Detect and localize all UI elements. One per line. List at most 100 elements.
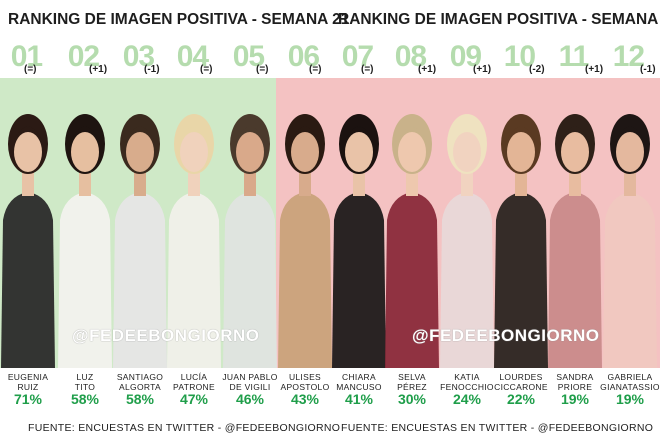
contestant-11: 11 (+1) SANDRA PRIORE 19%	[545, 0, 605, 446]
name-line-2: PRIORE	[557, 382, 593, 392]
rank-number: 04	[176, 40, 209, 73]
approval-percentage: 41%	[344, 391, 374, 407]
contestant-04: 04 (=) LUCÍA PATRONE 47%	[164, 0, 224, 446]
watermark-left: @FEDEEBONGIORNO	[72, 326, 260, 345]
name-line-1: LUZ	[76, 372, 94, 382]
contestant-12: 12 (-1) GABRIELA GIANATASSIO 19%	[600, 0, 660, 446]
rank-number: 10	[503, 40, 536, 73]
contestant-name: LUCÍA PATRONE	[162, 372, 226, 392]
rank-change: (=)	[24, 64, 37, 75]
contestant-name: EUGENIA RUIZ	[0, 372, 60, 392]
contestant-portrait	[436, 100, 498, 368]
contestant-name: ULISES APOSTOLO	[273, 372, 337, 392]
contestant-name: KATIA FENOCCHIO	[435, 372, 499, 392]
approval-percentage: 58%	[125, 391, 155, 407]
rank-change: (-2)	[529, 64, 545, 75]
name-line-2: RUIZ	[17, 382, 39, 392]
rank-number: 12	[612, 40, 645, 73]
approval-percentage: 30%	[397, 391, 427, 407]
contestant-name: GABRIELA GIANATASSIO	[598, 372, 660, 392]
rank-change: (+1)	[418, 64, 437, 75]
rank-change: (+1)	[89, 64, 108, 75]
contestant-05: 05 (=) JUAN PABLO DE VIGILI 46%	[220, 0, 280, 446]
contestant-02: 02 (+1) LUZ TITO 58%	[55, 0, 115, 446]
contestant-name: CHIARA MANCUSO	[327, 372, 391, 392]
rank-change: (=)	[361, 64, 374, 75]
name-line-1: EUGENIA	[7, 372, 49, 382]
rank-change: (+1)	[473, 64, 492, 75]
rank-change: (=)	[256, 64, 269, 75]
headline-right: RANKING DE IMAGEN POSITIVA - SEMANA 21	[338, 11, 660, 28]
name-line-2: DE VIGILI	[229, 382, 271, 392]
rank-change: (-1)	[144, 64, 160, 75]
contestant-portrait	[274, 100, 336, 368]
name-line-2: GIANATASSIO	[600, 382, 660, 392]
contestant-08: 08 (+1) SELVA PÉREZ 30%	[382, 0, 442, 446]
contestant-10: 10 (-2) LOURDES CICCARONE 22%	[491, 0, 551, 446]
name-line-1: LOURDES	[499, 372, 543, 382]
approval-percentage: 19%	[560, 391, 590, 407]
rank-number: 03	[122, 40, 155, 73]
rank-change: (-1)	[640, 64, 656, 75]
rank-change: (=)	[200, 64, 213, 75]
rank-number: 08	[394, 40, 427, 73]
contestant-portrait	[163, 100, 225, 368]
contestant-07: 07 (=) CHIARA MANCUSO 41%	[329, 0, 389, 446]
rank-change: (+1)	[585, 64, 604, 75]
contestant-06: 06 (=) ULISES APOSTOLO 43%	[275, 0, 335, 446]
rank-change: (=)	[309, 64, 322, 75]
approval-percentage: 19%	[615, 391, 645, 407]
contestant-01: 01 (=) EUGENIA RUIZ 71%	[0, 0, 58, 446]
name-line-2: CICCARONE	[494, 382, 548, 392]
contestant-portrait	[599, 100, 660, 368]
source-left: FUENTE: ENCUESTAS EN TWITTER - @FEDEEBON…	[28, 422, 341, 434]
name-line-2: APOSTOLO	[280, 382, 330, 392]
rank-number: 06	[287, 40, 320, 73]
name-line-2: FENOCCHIO	[440, 382, 494, 392]
contestant-name: SANTIAGO ALGORTA	[108, 372, 172, 392]
approval-percentage: 43%	[290, 391, 320, 407]
rank-number: 11	[558, 40, 590, 73]
rank-number: 01	[10, 40, 43, 73]
name-line-2: MANCUSO	[336, 382, 382, 392]
approval-percentage: 47%	[179, 391, 209, 407]
name-line-1: SELVA	[398, 372, 426, 382]
approval-percentage: 22%	[506, 391, 536, 407]
contestant-portrait	[381, 100, 443, 368]
name-line-2: TITO	[74, 382, 96, 392]
name-line-2: PATRONE	[173, 382, 215, 392]
rank-number: 05	[232, 40, 265, 73]
rank-number: 09	[449, 40, 482, 73]
contestant-09: 09 (+1) KATIA FENOCCHIO 24%	[437, 0, 497, 446]
contestant-name: SELVA PÉREZ	[380, 372, 444, 392]
contestant-03: 03 (-1) SANTIAGO ALGORTA 58%	[110, 0, 170, 446]
contestant-portrait	[490, 100, 552, 368]
name-line-1: JUAN PABLO	[222, 372, 278, 382]
contestant-portrait	[219, 100, 281, 368]
contestant-name: SANDRA PRIORE	[543, 372, 607, 392]
contestant-portrait	[0, 100, 59, 368]
name-line-1: LUCÍA	[180, 372, 208, 382]
approval-percentage: 71%	[13, 391, 43, 407]
rank-number: 02	[67, 40, 100, 73]
name-line-1: KATIA	[454, 372, 480, 382]
name-line-2: PÉREZ	[397, 382, 427, 392]
headline-left: RANKING DE IMAGEN POSITIVA - SEMANA 21	[8, 11, 350, 28]
contestant-name: LUZ TITO	[53, 372, 117, 392]
name-line-1: ULISES	[288, 372, 322, 382]
contestant-portrait	[54, 100, 116, 368]
name-line-1: CHIARA	[342, 372, 376, 382]
contestant-portrait	[544, 100, 606, 368]
watermark-right: @FEDEEBONGIORNO	[412, 326, 600, 345]
approval-percentage: 58%	[70, 391, 100, 407]
approval-percentage: 46%	[235, 391, 265, 407]
source-right: FUENTE: ENCUESTAS EN TWITTER - @FEDEEBON…	[341, 422, 654, 434]
name-line-2: ALGORTA	[119, 382, 161, 392]
contestant-name: LOURDES CICCARONE	[489, 372, 553, 392]
rank-number: 07	[341, 40, 374, 73]
name-line-1: GABRIELA	[607, 372, 653, 382]
contestant-name: JUAN PABLO DE VIGILI	[218, 372, 282, 392]
approval-percentage: 24%	[452, 391, 482, 407]
